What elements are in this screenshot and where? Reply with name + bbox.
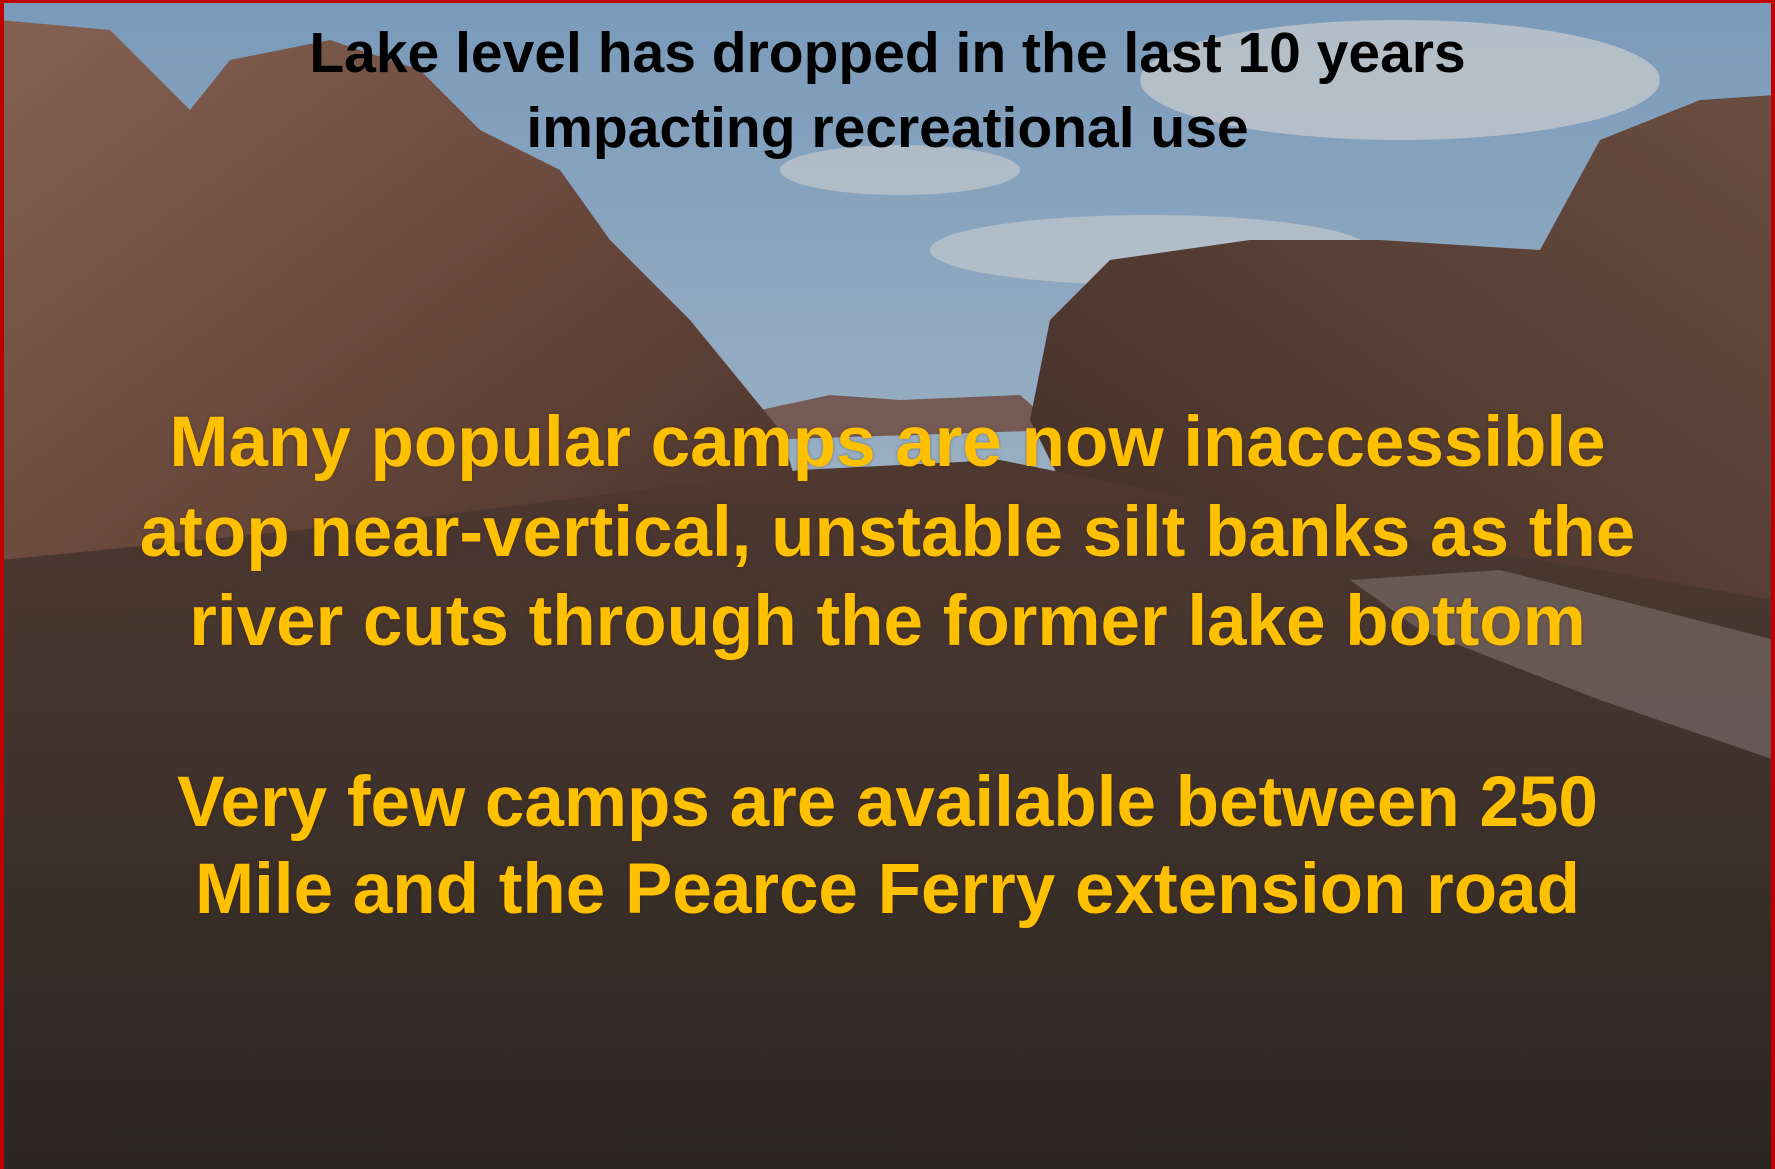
body-line: river cuts through the former lake botto… bbox=[0, 581, 1775, 662]
slide: Lake level has dropped in the last 10 ye… bbox=[0, 0, 1775, 1169]
body-line: Many popular camps are now inaccessible bbox=[0, 402, 1775, 483]
title-line: impacting recreational use bbox=[0, 95, 1775, 161]
body-line: Very few camps are available between 250 bbox=[0, 762, 1775, 843]
body-line: Mile and the Pearce Ferry extension road bbox=[0, 849, 1775, 930]
body-line: atop near-vertical, unstable silt banks … bbox=[0, 492, 1775, 573]
title-line: Lake level has dropped in the last 10 ye… bbox=[0, 20, 1775, 86]
